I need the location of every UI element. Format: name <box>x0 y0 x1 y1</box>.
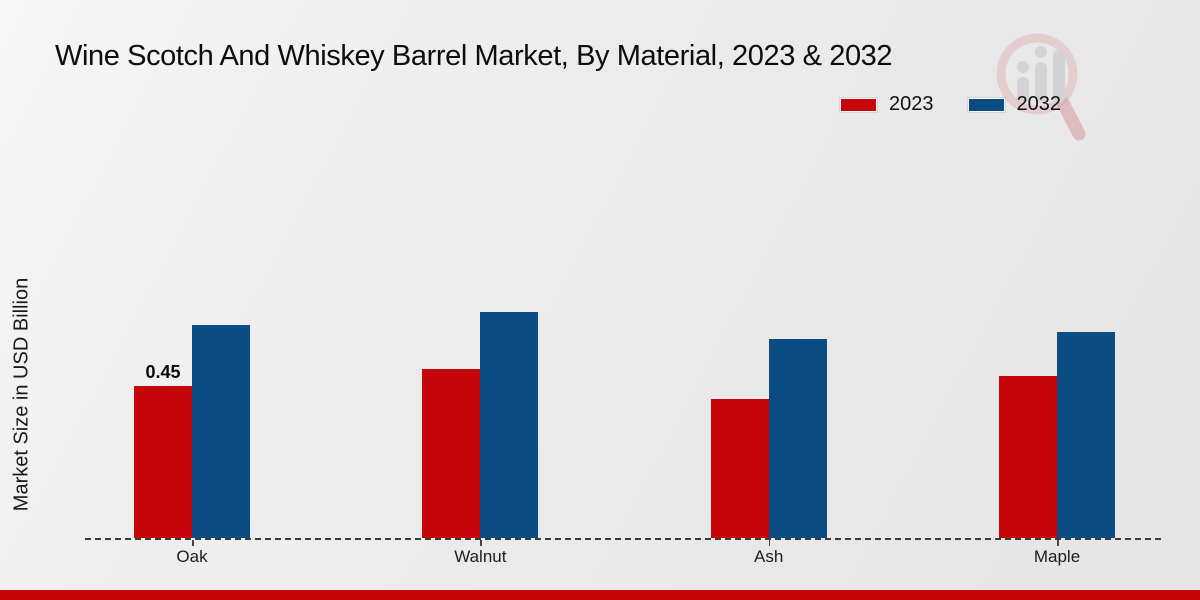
x-axis-tick-oak <box>192 540 194 546</box>
legend-label-2032: 2032 <box>1016 93 1062 115</box>
bar-2032-walnut <box>480 312 539 538</box>
chart-title: Wine Scotch And Whiskey Barrel Market, B… <box>55 40 893 72</box>
legend-swatch-2023 <box>840 97 877 112</box>
category-label-oak: Oak <box>176 547 208 566</box>
legend-label-2023: 2023 <box>889 93 934 115</box>
legend-item-2032: 2032 <box>967 93 1062 116</box>
bar-2023-oak <box>134 386 192 538</box>
bar-2032-ash <box>768 339 827 538</box>
footer-accent-bar <box>0 590 1200 600</box>
bar-2032-maple <box>1057 332 1115 538</box>
category-label-maple: Maple <box>1033 547 1081 566</box>
x-axis-tick-walnut <box>480 540 482 546</box>
bar-2023-walnut <box>422 369 481 538</box>
x-axis-baseline <box>85 538 1163 540</box>
bar-value-label-2023-oak: 0.45 <box>145 362 181 382</box>
legend: 2023 2032 <box>840 93 1061 116</box>
category-label-walnut: Walnut <box>454 547 507 566</box>
watermark-logo <box>996 33 1086 141</box>
bar-2023-maple <box>999 376 1057 538</box>
x-axis-tick-ash <box>768 540 771 546</box>
bar-2023-ash <box>710 399 769 538</box>
legend-swatch-2032 <box>967 97 1005 112</box>
bar-2032-oak <box>192 325 250 538</box>
legend-item-2023: 2023 <box>840 93 934 116</box>
x-axis-tick-maple <box>1057 540 1059 546</box>
category-label-ash: Ash <box>754 547 784 566</box>
